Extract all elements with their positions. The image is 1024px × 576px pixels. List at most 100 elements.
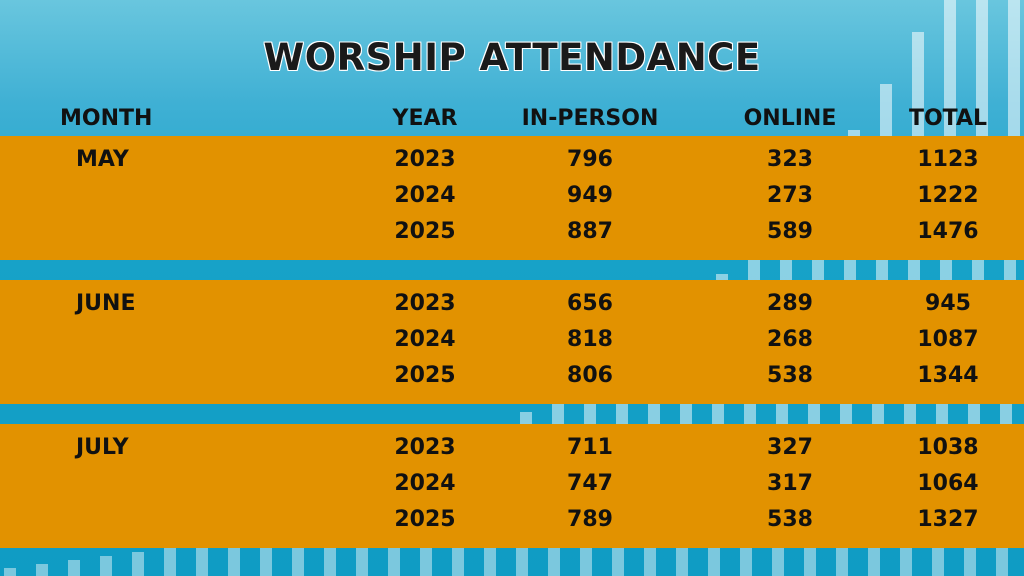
- in-person-cell: 818: [567, 327, 613, 352]
- online-cell: 289: [767, 291, 813, 316]
- online-cell: 327: [767, 435, 813, 460]
- decor-bar: [932, 548, 944, 576]
- year-cell: 2024: [394, 471, 456, 496]
- decor-bar: [388, 548, 400, 576]
- decor-bar: [164, 548, 176, 576]
- in-person-cell: 949: [567, 183, 613, 208]
- decor-bar: [196, 548, 208, 576]
- decor-bar: [228, 548, 240, 576]
- decor-bar: [740, 548, 752, 576]
- decor-bar: [968, 404, 980, 424]
- online-cell: 273: [767, 183, 813, 208]
- total-cell: 945: [925, 291, 971, 316]
- decor-bar: [584, 404, 596, 424]
- header-in-person: IN-PERSON: [521, 106, 659, 131]
- online-cell: 317: [767, 471, 813, 496]
- decor-bar: [612, 548, 624, 576]
- decor-bar: [780, 260, 792, 280]
- decor-bar: [36, 564, 48, 576]
- decor-bar: [804, 548, 816, 576]
- total-cell: 1038: [917, 435, 979, 460]
- decor-bar: [4, 568, 16, 576]
- decor-bar: [516, 548, 528, 576]
- year-cell: 2024: [394, 183, 456, 208]
- month-label: JUNE: [76, 291, 136, 316]
- header-total: TOTAL: [908, 106, 988, 131]
- decor-bar: [1004, 260, 1016, 280]
- decor-bar: [132, 552, 144, 576]
- in-person-cell: 887: [567, 219, 613, 244]
- decor-bar: [900, 548, 912, 576]
- decor-bar: [996, 548, 1008, 576]
- month-band-june: [0, 280, 1024, 404]
- chart-title: WORSHIP ATTENDANCE: [263, 36, 761, 79]
- decor-bar: [836, 548, 848, 576]
- total-cell: 1087: [917, 327, 979, 352]
- header-month: MONTH: [60, 106, 153, 131]
- in-person-cell: 656: [567, 291, 613, 316]
- year-cell: 2024: [394, 327, 456, 352]
- decor-bar: [324, 548, 336, 576]
- decor-bar: [772, 548, 784, 576]
- decor-bar: [616, 404, 628, 424]
- online-cell: 589: [767, 219, 813, 244]
- total-cell: 1344: [917, 363, 979, 388]
- decor-bar: [680, 404, 692, 424]
- decor-bar: [712, 404, 724, 424]
- decor-bar: [452, 548, 464, 576]
- in-person-cell: 711: [567, 435, 613, 460]
- decor-bar: [648, 404, 660, 424]
- online-cell: 538: [767, 507, 813, 532]
- in-person-cell: 806: [567, 363, 613, 388]
- month-band-july: [0, 424, 1024, 548]
- decor-bar: [356, 548, 368, 576]
- decor-bar: [744, 404, 756, 424]
- online-cell: 268: [767, 327, 813, 352]
- year-cell: 2025: [394, 507, 456, 532]
- decor-bar: [552, 404, 564, 424]
- online-cell: 538: [767, 363, 813, 388]
- decor-bar: [904, 404, 916, 424]
- decor-bar: [292, 548, 304, 576]
- decor-bar: [876, 260, 888, 280]
- in-person-cell: 789: [567, 507, 613, 532]
- total-cell: 1064: [917, 471, 979, 496]
- decor-bar: [676, 548, 688, 576]
- decor-bar: [520, 412, 532, 424]
- decor-bar: [872, 404, 884, 424]
- header-year: YEAR: [392, 106, 458, 131]
- decor-bar: [868, 548, 880, 576]
- month-band-may: [0, 136, 1024, 260]
- decor-bar: [776, 404, 788, 424]
- decor-bar: [972, 260, 984, 280]
- year-cell: 2025: [394, 363, 456, 388]
- decor-bar: [840, 404, 852, 424]
- decor-bar: [1000, 404, 1012, 424]
- year-cell: 2023: [394, 291, 456, 316]
- in-person-cell: 796: [567, 147, 613, 172]
- decor-bar: [548, 548, 560, 576]
- year-cell: 2023: [394, 147, 456, 172]
- decor-bar: [68, 560, 80, 576]
- decor-bar: [936, 404, 948, 424]
- total-cell: 1327: [917, 507, 979, 532]
- decor-bar: [708, 548, 720, 576]
- decor-bar: [420, 548, 432, 576]
- decor-bar: [844, 260, 856, 280]
- online-cell: 323: [767, 147, 813, 172]
- total-cell: 1476: [917, 219, 979, 244]
- decor-bar: [484, 548, 496, 576]
- decor-bar: [100, 556, 112, 576]
- decor-bar: [964, 548, 976, 576]
- decor-bar: [748, 260, 760, 280]
- month-label: JULY: [76, 435, 129, 460]
- year-cell: 2023: [394, 435, 456, 460]
- decor-bar: [808, 404, 820, 424]
- decor-bar: [812, 260, 824, 280]
- decor-bar: [260, 548, 272, 576]
- decor-bar: [580, 548, 592, 576]
- total-cell: 1222: [917, 183, 979, 208]
- total-cell: 1123: [917, 147, 979, 172]
- decor-bar: [940, 260, 952, 280]
- year-cell: 2025: [394, 219, 456, 244]
